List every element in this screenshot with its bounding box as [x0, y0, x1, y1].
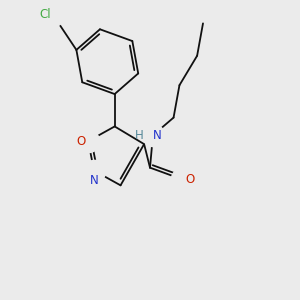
Text: O: O: [76, 135, 85, 148]
Text: N: N: [90, 174, 98, 187]
Text: H: H: [135, 129, 144, 142]
Text: N: N: [153, 129, 162, 142]
Text: O: O: [185, 173, 195, 186]
Text: Cl: Cl: [40, 8, 51, 21]
